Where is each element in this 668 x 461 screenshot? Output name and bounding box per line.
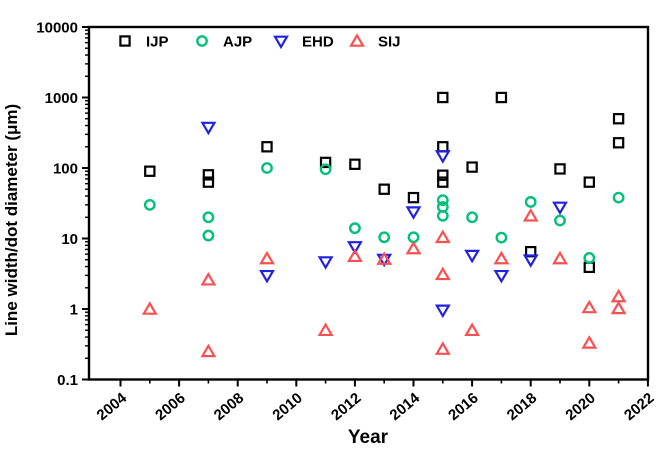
plot-frame [87, 25, 650, 381]
axes-frame [87, 25, 650, 381]
x-tick-label: 2022 [621, 390, 657, 424]
sij-data-point [200, 343, 217, 358]
sij-data-point [434, 341, 451, 355]
ajp-data-point [436, 194, 449, 207]
ijp-data-point [554, 163, 566, 175]
ijp-data-point [202, 176, 215, 188]
ijp-data-point [437, 91, 449, 104]
ehd-data-point [434, 304, 451, 319]
legend: IJP AJP EHD SIJ [119, 33, 401, 51]
y-tick-label: 0.1 [57, 372, 78, 389]
ajp-data-point [143, 198, 156, 211]
ijp-data-point [407, 191, 420, 204]
ajp-data-point [554, 214, 566, 227]
data-points [141, 91, 627, 358]
ijp-data-point [612, 137, 625, 149]
ajp-data-point [319, 163, 332, 176]
sij-data-point [552, 250, 568, 265]
legend-label-sij: SIJ [378, 34, 401, 51]
ajp-data-point [612, 191, 625, 204]
sij-data-point [434, 266, 451, 281]
ijp-data-point [437, 176, 449, 188]
ehd-data-point [493, 269, 510, 284]
sij-data-point [376, 251, 393, 265]
ajp-data-point [495, 231, 508, 244]
ajp-data-point [378, 231, 391, 244]
ajp-data-point [436, 209, 449, 222]
ehd-data-point [464, 249, 481, 264]
ehd-data-point [552, 201, 568, 216]
ijp-data-point [612, 113, 625, 125]
legend-marker-ijp [119, 35, 131, 47]
sij-data-point [141, 301, 158, 315]
sij-data-point [259, 250, 275, 265]
ehd-data-point [522, 254, 539, 268]
ijp-data-point [437, 141, 449, 153]
sij-data-point [317, 322, 334, 337]
ajp-data-point [466, 211, 478, 224]
ijp-data-point [349, 158, 361, 170]
ehd-data-point [317, 256, 334, 270]
y-tick-label: 100 [53, 161, 78, 178]
y-tick-label: 1 [70, 302, 78, 319]
ajp-data-point [202, 229, 215, 242]
y-tick-label: 10000 [36, 20, 78, 37]
ajp-data-point [524, 196, 537, 208]
sij-data-point [405, 240, 422, 255]
ehd-data-point [434, 150, 451, 164]
sij-data-point [346, 248, 363, 263]
y-tick-label: 10 [61, 231, 78, 248]
ijp-data-point [583, 261, 596, 274]
legend-label-ehd: EHD [302, 34, 334, 51]
legend-marker-ajp [196, 35, 208, 47]
sij-data-point [610, 288, 627, 303]
ajp-data-point [407, 231, 420, 244]
legend-label-ijp: IJP [146, 34, 169, 51]
ehd-data-point [259, 269, 275, 284]
ajp-data-point [261, 162, 273, 174]
legend-label-ajp: AJP [223, 34, 252, 51]
ijp-data-point [261, 141, 273, 153]
x-tick-label: 2006 [152, 390, 188, 424]
x-axis-title: Year [348, 427, 389, 448]
x-tick-label: 2014 [387, 389, 424, 424]
ehd-data-point [346, 241, 363, 255]
x-tick-label: 2018 [504, 390, 540, 424]
ajp-data-point [583, 252, 596, 264]
ijp-data-point [144, 165, 156, 177]
ijp-data-point [378, 183, 390, 195]
sij-data-point [610, 300, 627, 315]
ijp-data-point [319, 156, 332, 169]
y-axis-title: Line width/dot diameter (μm) [2, 104, 21, 336]
ijp-data-point [202, 169, 215, 181]
ijp-data-point [583, 176, 596, 188]
x-tick-label: 2004 [94, 389, 131, 424]
ehd-data-point [405, 206, 422, 220]
x-tick-label: 2012 [328, 390, 364, 424]
legend-marker-ehd [273, 35, 289, 50]
x-tick-label: 2010 [269, 390, 305, 424]
ijp-data-point [437, 169, 449, 181]
sij-data-point [464, 322, 481, 337]
x-tick-label: 2008 [211, 390, 247, 424]
sij-data-point [581, 299, 598, 314]
sij-data-point [493, 250, 510, 265]
sij-data-point [200, 271, 217, 286]
x-tick-label: 2016 [445, 390, 481, 424]
ijp-data-point [495, 91, 508, 104]
sij-data-point [434, 229, 451, 244]
ajp-data-point [348, 222, 361, 235]
y-tick-label: 1000 [45, 90, 78, 107]
legend-marker-sij [349, 33, 365, 47]
x-tick-label: 2020 [562, 390, 598, 424]
sij-data-point [581, 335, 598, 349]
ijp-data-point [466, 161, 478, 173]
ajp-data-point [202, 211, 215, 224]
sij-data-point [522, 207, 539, 222]
ehd-data-point [200, 121, 217, 136]
